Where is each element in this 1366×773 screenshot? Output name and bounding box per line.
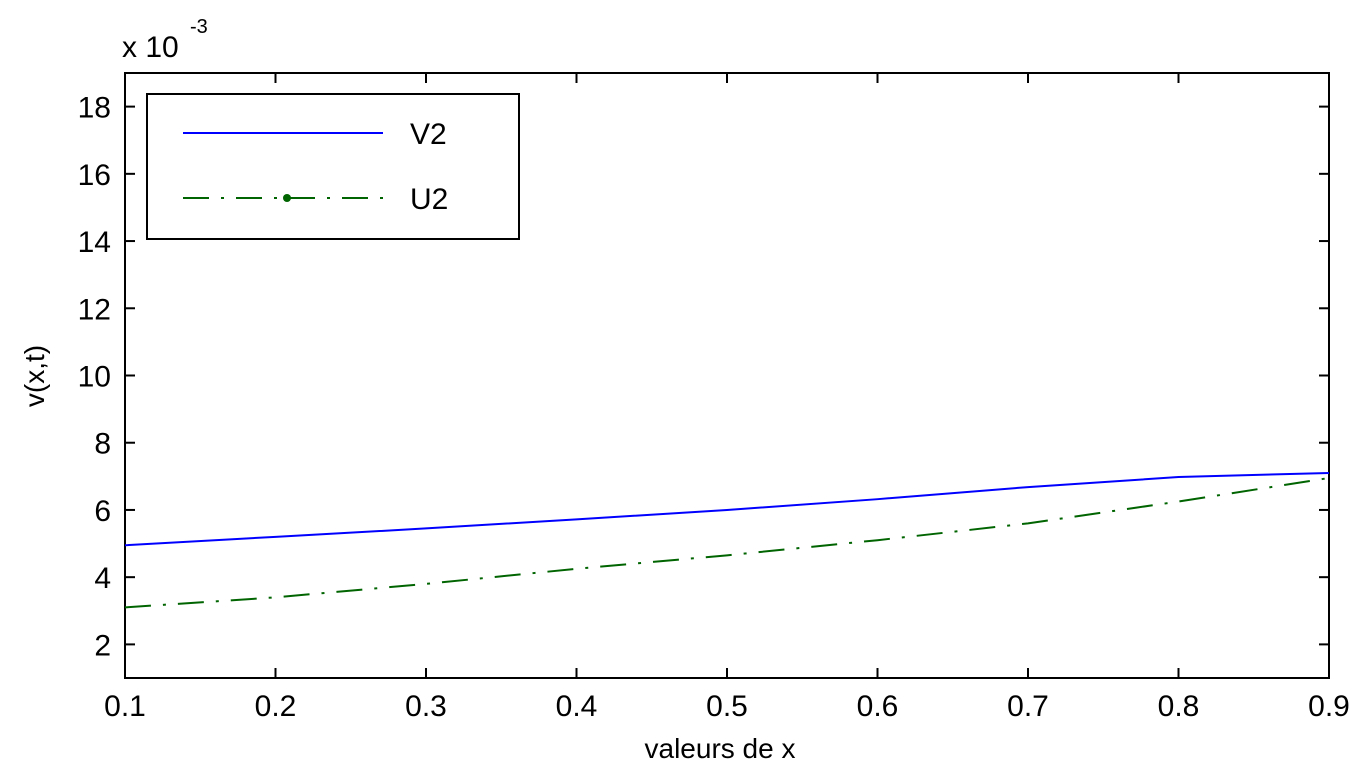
y-tick-label: 14	[78, 226, 111, 259]
x-tick-label: 0.8	[1158, 690, 1200, 723]
y-tick-label: 4	[94, 562, 111, 595]
y-axis-label: v(x,t)	[19, 345, 50, 407]
x-tick-label: 0.2	[255, 690, 297, 723]
x-tick-label: 0.3	[405, 690, 447, 723]
y-tick-label: 6	[94, 495, 111, 528]
y-tick-label: 8	[94, 428, 111, 461]
x-tick-label: 0.4	[556, 690, 598, 723]
y-tick-label: 16	[78, 159, 111, 192]
x-tick-label: 0.6	[857, 690, 899, 723]
y-tick-label: 18	[78, 92, 111, 125]
y-tick-label: 12	[78, 293, 111, 326]
x-axis-label: valeurs de x	[645, 733, 796, 764]
x-tick-label: 0.9	[1308, 690, 1350, 723]
legend-label-v2: V2	[410, 118, 447, 151]
legend-marker-u2	[283, 194, 291, 202]
x-tick-label: 0.5	[706, 690, 748, 723]
y-tick-label: 10	[78, 361, 111, 394]
x-tick-label: 0.1	[104, 690, 146, 723]
x-tick-label: 0.7	[1007, 690, 1049, 723]
y-multiplier-base: x 10	[122, 31, 179, 64]
y-multiplier-exponent: -3	[190, 16, 208, 38]
legend: V2 U2	[146, 93, 520, 240]
series-line-v2	[124, 471, 1330, 547]
legend-label-u2: U2	[410, 183, 448, 216]
axis-ticks: 0.1 0.2 0.3 0.4 0.5 0.6 0.7 0.8 0.9 2 4 6 8 10 12 14 16 1…	[78, 73, 1350, 723]
data-series	[124, 471, 1330, 609]
series-line-u2	[124, 477, 1330, 609]
legend-box	[146, 93, 520, 240]
y-tick-label: 2	[94, 629, 111, 662]
